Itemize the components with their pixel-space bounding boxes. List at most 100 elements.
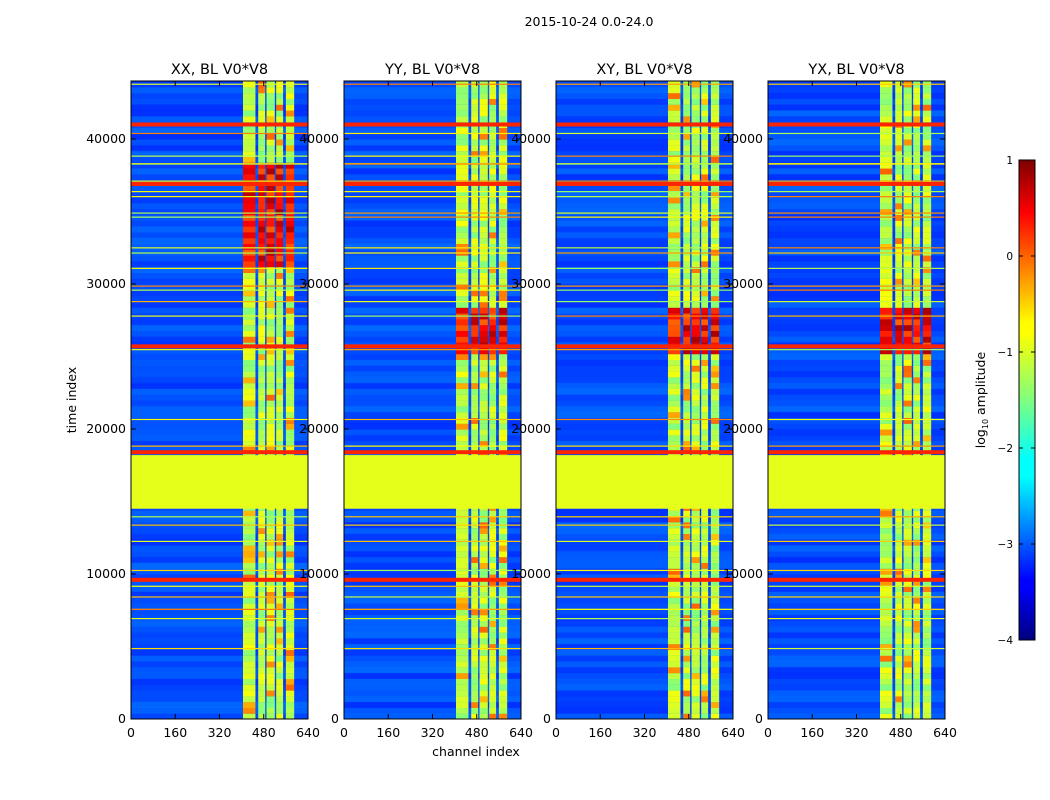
band-cell — [683, 579, 691, 587]
row-cell — [768, 150, 945, 157]
band-cell — [498, 672, 508, 679]
band-cell — [895, 115, 903, 123]
band-cell — [922, 150, 932, 157]
band-cell — [683, 336, 691, 343]
band-cell — [266, 574, 275, 581]
row-cell — [768, 185, 945, 192]
band-cell — [285, 684, 295, 691]
row-cell — [768, 284, 945, 291]
band-cell — [266, 440, 275, 447]
band-cell — [922, 208, 932, 215]
band-cell — [913, 86, 921, 94]
band-cell — [668, 695, 681, 703]
band-cell — [498, 556, 508, 563]
band-cell — [668, 608, 681, 616]
band-cell — [668, 666, 681, 674]
band-cell — [471, 168, 479, 175]
row-cell — [344, 545, 521, 552]
flag-row — [344, 163, 521, 165]
band-cell — [266, 255, 275, 262]
band-cell — [479, 243, 488, 250]
band-cell — [266, 191, 275, 198]
band-cell — [456, 701, 469, 708]
band-cell — [913, 162, 921, 169]
band-cell — [258, 289, 266, 297]
band-cell — [903, 446, 912, 453]
band-cell — [710, 336, 720, 343]
band-cell — [266, 655, 275, 662]
band-cell — [285, 533, 295, 540]
band-cell — [710, 98, 720, 105]
band-cell — [498, 231, 508, 239]
band-cell — [276, 562, 284, 569]
row-cell — [344, 701, 521, 708]
band-cell — [258, 446, 266, 453]
band-cell — [489, 359, 497, 366]
band-cell — [243, 690, 256, 697]
band-cell — [710, 707, 720, 714]
band-cell — [285, 359, 295, 366]
band-cell — [683, 597, 691, 604]
band-cell — [701, 550, 709, 558]
row-cell — [344, 707, 521, 714]
band-cell — [489, 550, 497, 558]
band-cell — [880, 324, 893, 331]
flag-row-strong — [556, 181, 733, 186]
row-cell — [131, 423, 308, 430]
band-cell — [479, 295, 488, 302]
band-cell — [913, 713, 921, 719]
row-cell — [344, 516, 521, 523]
band-cell — [668, 173, 681, 181]
band-cell — [701, 690, 709, 697]
band-cell — [276, 550, 284, 558]
row-cell — [768, 226, 945, 233]
band-cell — [258, 637, 266, 645]
row-cell — [768, 173, 945, 181]
flag-row-strong — [768, 181, 945, 186]
row-cell — [344, 382, 521, 389]
band-cell — [258, 608, 266, 616]
band-cell — [471, 603, 479, 610]
band-cell — [683, 330, 691, 337]
band-cell — [498, 655, 508, 662]
band-cell — [683, 324, 691, 331]
band-cell — [489, 423, 497, 430]
band-cell — [922, 684, 932, 691]
band-cell — [479, 185, 488, 192]
band-cell — [895, 249, 903, 256]
row-cell — [768, 336, 945, 343]
band-cell — [489, 632, 497, 639]
band-cell — [880, 388, 893, 395]
band-cell — [285, 614, 295, 621]
band-cell — [701, 289, 709, 297]
band-cell — [922, 632, 932, 639]
row-cell — [768, 411, 945, 418]
row-cell — [768, 266, 945, 273]
band-cell — [266, 672, 275, 679]
band-cell — [668, 301, 681, 308]
band-cell — [258, 591, 266, 598]
band-cell — [456, 156, 469, 163]
row-cell — [556, 533, 733, 540]
band-cell — [456, 359, 469, 366]
band-cell — [922, 110, 932, 117]
band-cell — [668, 510, 681, 517]
band-cell — [243, 336, 256, 343]
band-cell — [471, 695, 479, 703]
band-cell — [880, 684, 893, 691]
band-cell — [683, 603, 691, 610]
band-cell — [683, 539, 691, 546]
band-cell — [895, 301, 903, 308]
flag-row — [768, 212, 945, 214]
band-cell — [668, 347, 681, 355]
band-cell — [243, 127, 256, 134]
data-gap — [344, 455, 521, 509]
band-cell — [683, 411, 691, 418]
band-cell — [266, 632, 275, 639]
band-cell — [668, 585, 681, 592]
band-cell — [471, 156, 479, 163]
x-tick-label: 480 — [677, 725, 701, 740]
band-cell — [922, 237, 932, 244]
band-cell — [880, 347, 893, 355]
y-tick-label: 20000 — [299, 421, 339, 436]
